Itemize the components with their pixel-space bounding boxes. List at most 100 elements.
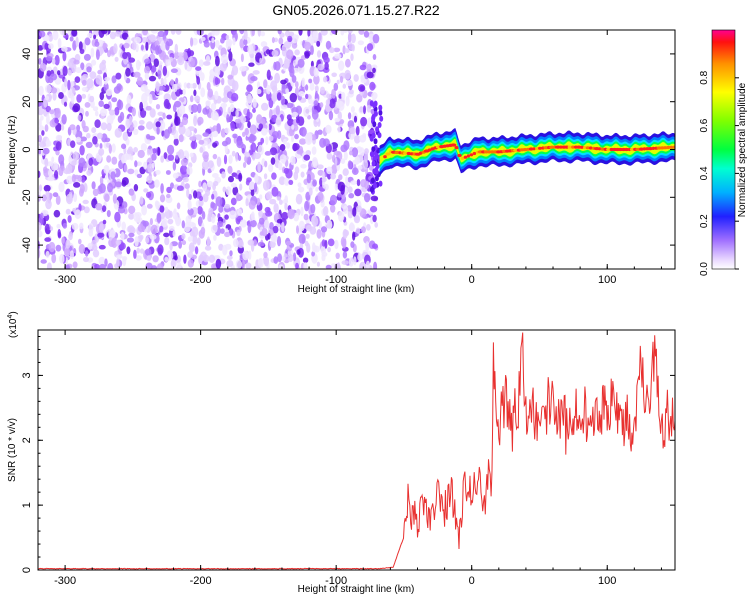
heatmap-noise-cell [236, 140, 244, 149]
heatmap-noise-cell [111, 237, 118, 248]
heatmap-noise-cell [146, 148, 151, 156]
heatmap-noise-cell [170, 68, 178, 73]
heatmap-noise-cell [336, 79, 340, 85]
heatmap-noise-cell [279, 144, 286, 151]
heatmap-noise-cell [355, 125, 360, 136]
heatmap-noise-cell [241, 147, 245, 154]
heatmap-noise-cell [57, 70, 61, 76]
heatmap-noise-cell [134, 169, 139, 176]
heatmap-noise-cell [145, 248, 152, 256]
heatmap-noise-cell [246, 93, 253, 104]
heatmap-noise-cell [308, 187, 313, 196]
heatmap-ridge-core [666, 145, 671, 150]
heatmap-noise-cell [184, 183, 190, 190]
heatmap-noise-cell [239, 38, 245, 49]
heatmap-noise-cell [294, 166, 300, 174]
heatmap-edge-cell [371, 160, 376, 167]
heatmap-noise-cell [297, 58, 305, 68]
heatmap-noise-cell [342, 251, 348, 259]
heatmap-noise-cell [218, 205, 224, 213]
heatmap-noise-cell [327, 238, 335, 247]
y-scale-prefix: (x10 [8, 318, 19, 338]
heatmap-noise-cell [55, 141, 62, 151]
heatmap-noise-cell [47, 176, 55, 182]
heatmap-noise-cell [317, 129, 323, 135]
heatmap-noise-cell [187, 48, 192, 58]
heatmap-noise-cell [149, 233, 157, 240]
heatmap-noise-cell [54, 170, 59, 179]
heatmap-noise-cell [258, 217, 265, 225]
heatmap-noise-cell [198, 198, 204, 207]
heatmap-noise-cell [38, 184, 43, 192]
heatmap-noise-cell [61, 46, 68, 52]
heatmap-noise-cell [194, 246, 199, 255]
heatmap-noise-cell [310, 203, 316, 214]
heatmap-noise-cell [184, 60, 188, 70]
heatmap-ridge-core [600, 147, 605, 151]
heatmap-noise-cell [303, 154, 311, 161]
heatmap-noise-cell [289, 92, 297, 103]
heatmap-noise-cell [194, 134, 202, 141]
top-y-axis-label: Frequency (Hz) [7, 116, 18, 185]
heatmap-noise-cell [158, 65, 162, 71]
heatmap-noise-cell [39, 30, 46, 38]
heatmap-noise-cell [98, 148, 105, 156]
heatmap-noise-cell [270, 157, 276, 165]
heatmap-noise-cell [286, 49, 294, 60]
heatmap-noise-cell [183, 222, 191, 233]
heatmap-noise-cell [189, 136, 197, 142]
top-x-tick-label: -100 [325, 274, 347, 286]
heatmap-noise-cell [291, 124, 295, 130]
heatmap-noise-cell [113, 86, 121, 94]
heatmap-noise-cell [305, 233, 310, 239]
heatmap-noise-cell [279, 199, 283, 205]
heatmap-noise-cell [220, 228, 225, 234]
heatmap-noise-cell [92, 249, 100, 258]
heatmap-noise-cell [266, 69, 271, 81]
heatmap-noise-cell [298, 233, 306, 245]
heatmap-noise-cell [313, 100, 319, 107]
heatmap-noise-cell [68, 58, 76, 69]
heatmap-noise-cell [55, 244, 62, 252]
heatmap-noise-cell [102, 42, 107, 51]
heatmap-noise-cell [323, 183, 329, 191]
heatmap-noise-cell [342, 168, 349, 177]
heatmap-noise-cell [271, 172, 277, 180]
heatmap-noise-cell [139, 234, 144, 240]
heatmap-noise-cell [165, 59, 171, 66]
heatmap-noise-cell [48, 169, 53, 178]
heatmap-noise-cell [237, 155, 242, 162]
heatmap-noise-cell [299, 138, 307, 145]
heatmap-noise-cell [79, 145, 85, 156]
heatmap-noise-cell [88, 157, 94, 166]
heatmap-noise-cell [371, 92, 378, 100]
heatmap-noise-cell [99, 176, 104, 186]
heatmap-noise-cell [74, 209, 82, 220]
heatmap-noise-cell [78, 243, 86, 254]
heatmap-noise-cell [271, 92, 278, 102]
heatmap-noise-cell [214, 66, 221, 77]
heatmap-noise-cell [247, 223, 252, 234]
heatmap-noise-cell [172, 172, 179, 179]
heatmap-noise-cell [64, 248, 71, 257]
heatmap-noise-cell [38, 248, 41, 259]
heatmap-noise-cell [261, 128, 268, 136]
heatmap-noise-cell [342, 83, 347, 89]
heatmap-noise-cell [283, 253, 288, 258]
heatmap-noise-cell [317, 169, 324, 176]
heatmap-noise-cell [133, 128, 139, 135]
heatmap-noise-cell [267, 232, 271, 240]
heatmap-noise-cell [224, 231, 231, 238]
heatmap-noise-cell [38, 45, 44, 51]
heatmap-noise-cell [51, 253, 57, 264]
heatmap-noise-cell [363, 152, 369, 163]
heatmap-noise-cell [54, 117, 60, 124]
heatmap-noise-cell [298, 220, 305, 232]
heatmap-noise-cell [135, 255, 142, 261]
heatmap-noise-cell [283, 177, 290, 186]
heatmap-noise-cell [80, 62, 85, 71]
heatmap-noise-cell [212, 125, 218, 131]
heatmap-ridge-core [466, 154, 470, 158]
heatmap-noise-cell [91, 181, 96, 190]
heatmap-noise-cell [212, 153, 218, 160]
